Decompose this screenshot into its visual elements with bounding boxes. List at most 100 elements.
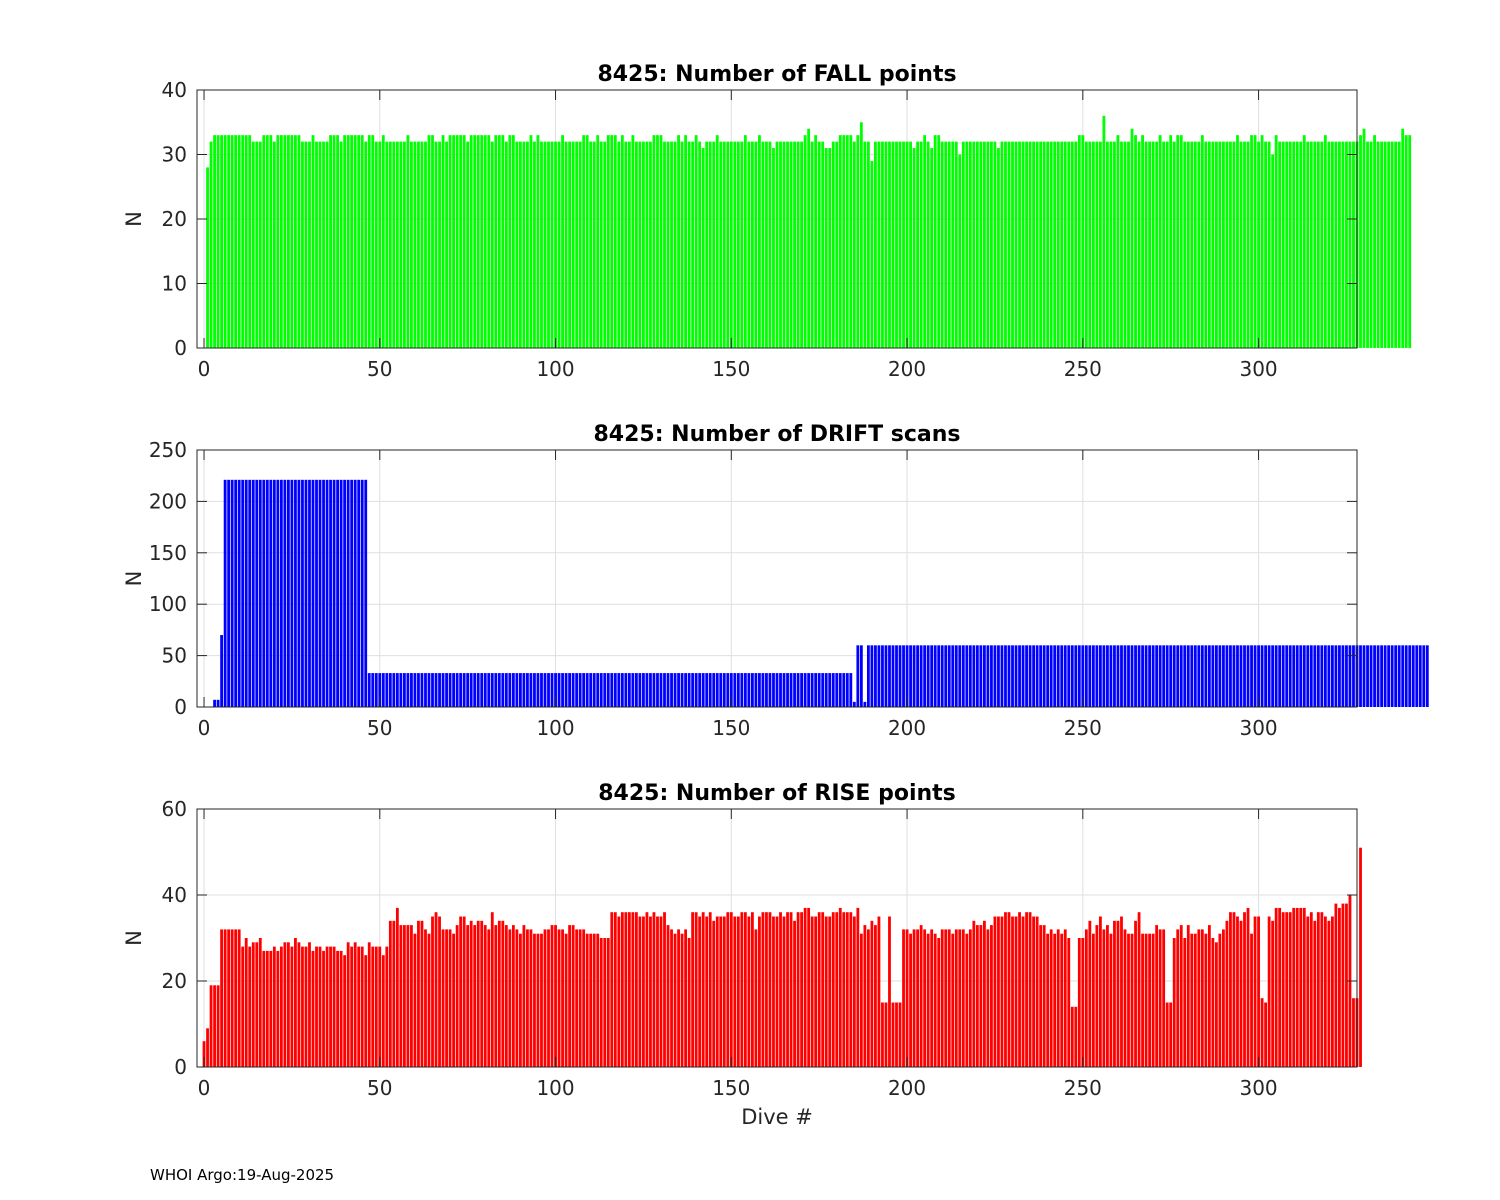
fall-bar <box>772 148 775 348</box>
drift-bar <box>1032 645 1036 707</box>
rise-bar <box>1144 933 1148 1067</box>
fall-bar <box>944 141 948 348</box>
rise-bar <box>1267 916 1271 1067</box>
rise-bar <box>399 925 403 1067</box>
drift-bar <box>624 673 628 707</box>
drift-bar <box>294 479 297 707</box>
drift-bar <box>1134 645 1137 707</box>
drift-bar <box>881 645 884 707</box>
fall-bar <box>933 135 937 348</box>
fall-bar <box>729 141 733 348</box>
rise-bar <box>705 916 709 1067</box>
drift-bar <box>526 673 529 707</box>
fall-bar <box>1039 141 1043 348</box>
fall-bar <box>561 135 564 348</box>
drift-bar <box>856 645 860 707</box>
rise-bar <box>733 916 737 1067</box>
drift-bar <box>599 673 603 707</box>
rise-bar <box>568 925 572 1067</box>
fall-bar <box>1207 141 1211 348</box>
drift-bar <box>940 645 944 707</box>
drift-bar <box>543 673 547 707</box>
drift-bar <box>663 673 666 707</box>
rise-bar <box>1088 920 1092 1067</box>
drift-plot-area <box>197 450 1357 707</box>
drift-bar <box>1225 645 1229 707</box>
drift-bar <box>1042 645 1046 707</box>
fall-bar <box>258 141 262 348</box>
fall-bar <box>308 141 311 348</box>
fall-bar <box>849 135 853 348</box>
fall-bar <box>438 141 441 348</box>
fall-bar <box>663 141 666 348</box>
rise-bar <box>758 916 761 1067</box>
rise-bar <box>1025 912 1028 1067</box>
rise-bar <box>1200 929 1204 1067</box>
drift-bar <box>1306 645 1310 707</box>
fall-bar <box>1144 141 1148 348</box>
drift-bar <box>1211 645 1215 707</box>
drift-bar <box>585 673 589 707</box>
drift-bar <box>1070 645 1074 707</box>
fall-bar <box>972 141 976 348</box>
drift-bar <box>937 645 941 707</box>
fall-bar <box>1018 141 1021 348</box>
rise-bar <box>241 946 245 1067</box>
rise-bar <box>845 912 849 1067</box>
fall-bar <box>511 135 515 348</box>
drift-bar <box>863 701 867 707</box>
rise-bar <box>364 955 368 1067</box>
fall-bar <box>624 141 628 348</box>
rise-bar <box>325 946 329 1067</box>
rise-bar <box>817 912 821 1067</box>
fall-bar <box>610 135 614 348</box>
rise-bar <box>388 920 392 1067</box>
fall-bar <box>1151 141 1155 348</box>
drift-bar <box>1141 645 1144 707</box>
rise-bar <box>1334 903 1338 1067</box>
rise-bar <box>990 925 993 1067</box>
drift-bar <box>578 673 582 707</box>
fall-bar <box>1236 135 1239 348</box>
rise-bar <box>374 946 378 1067</box>
rise-bar <box>961 929 965 1067</box>
drift-bar <box>1053 645 1057 707</box>
drift-bar <box>234 479 238 707</box>
rise-bar <box>1299 907 1303 1067</box>
fall-bar <box>585 135 589 348</box>
rise-bar <box>761 912 765 1067</box>
drift-bar <box>1383 645 1387 707</box>
drift-bar <box>1109 645 1113 707</box>
rise-bar <box>659 916 663 1067</box>
drift-bar <box>993 645 997 707</box>
fall-bar <box>916 141 920 348</box>
drift-bar <box>645 673 649 707</box>
drift-bar <box>1113 645 1116 707</box>
drift-y-tick-label: 250 <box>149 438 187 462</box>
drift-bar <box>1278 645 1282 707</box>
fall-bar <box>490 141 494 348</box>
drift-bar <box>684 673 688 707</box>
drift-bar <box>1387 645 1391 707</box>
drift-bar <box>1035 645 1039 707</box>
drift-y-tick-label: 50 <box>162 644 187 668</box>
fall-bar <box>350 135 354 348</box>
drift-bar <box>1197 645 1201 707</box>
fall-bar <box>272 141 276 348</box>
drift-bar <box>859 645 863 707</box>
drift-bar <box>276 479 280 707</box>
rise-y-tick-label: 0 <box>174 1055 187 1079</box>
drift-bar <box>1028 645 1032 707</box>
drift-bar <box>1369 645 1373 707</box>
drift-bar <box>786 673 789 707</box>
rise-bar <box>1098 916 1102 1067</box>
fall-bar <box>494 135 498 348</box>
rise-bar <box>620 912 624 1067</box>
rise-bar <box>930 929 934 1067</box>
drift-bar <box>332 479 336 707</box>
fall-bar <box>237 135 241 348</box>
rise-bar <box>216 985 220 1067</box>
drift-bar <box>504 673 508 707</box>
drift-bar <box>670 673 673 707</box>
drift-bar <box>916 645 920 707</box>
